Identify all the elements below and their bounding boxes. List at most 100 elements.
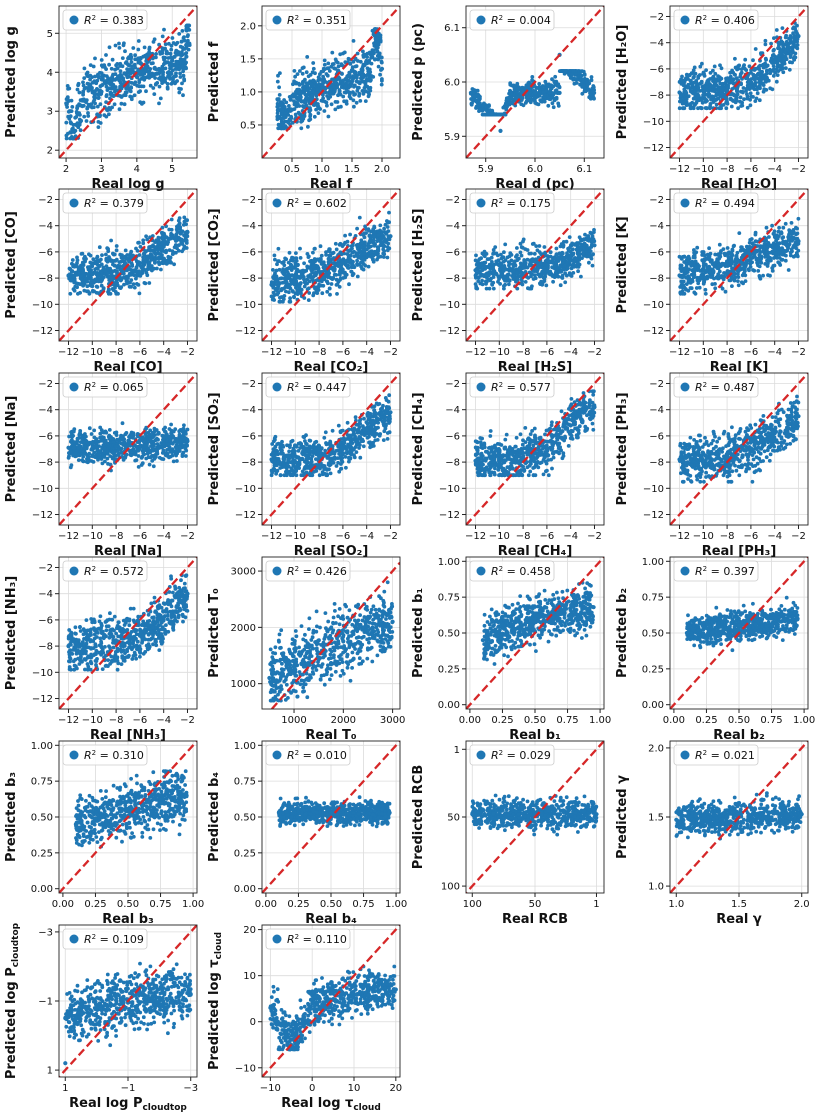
data-point (691, 106, 696, 111)
data-point (787, 67, 792, 72)
data-point (581, 78, 585, 83)
data-point (149, 244, 154, 249)
axes-frame (261, 5, 401, 159)
data-point (110, 57, 115, 62)
data-point (312, 247, 317, 251)
data-point (330, 50, 335, 55)
data-point (180, 29, 185, 33)
data-point (582, 89, 587, 94)
data-point (707, 86, 712, 91)
data-point (329, 64, 334, 69)
data-point (368, 233, 373, 238)
data-point (585, 83, 590, 88)
data-point (553, 88, 558, 93)
data-point (282, 105, 287, 110)
data-point (754, 96, 759, 101)
data-point (181, 223, 186, 227)
data-point (306, 298, 311, 302)
data-point (526, 276, 531, 280)
data-point (380, 77, 384, 81)
data-point (105, 246, 110, 251)
data-point (91, 64, 96, 69)
data-point (579, 242, 584, 247)
data-point (288, 107, 293, 112)
data-point (164, 250, 168, 255)
data-point (548, 250, 553, 255)
data-point (468, 90, 473, 95)
data-point (334, 247, 339, 252)
data-point (77, 102, 81, 106)
x-tick-label: −4 (767, 164, 782, 175)
data-point (175, 229, 180, 234)
data-point (342, 242, 346, 247)
identity-line (262, 189, 400, 341)
data-point (128, 71, 133, 76)
data-point (153, 259, 157, 264)
data-point (542, 99, 547, 104)
data-point (139, 84, 144, 89)
data-point (771, 67, 776, 72)
data-point (568, 273, 573, 277)
data-point (148, 83, 153, 88)
x-tick-label: −2 (383, 347, 398, 358)
data-point (544, 88, 548, 93)
data-point (495, 253, 500, 258)
data-point (315, 257, 320, 262)
data-point (135, 83, 140, 88)
data-point (98, 121, 103, 125)
data-point (104, 100, 108, 104)
data-point (532, 273, 537, 278)
identity-line (59, 6, 197, 158)
data-point (184, 51, 189, 55)
data-point (710, 88, 715, 93)
data-point (352, 70, 357, 75)
data-point (173, 236, 178, 241)
data-point (774, 28, 779, 32)
data-point (337, 242, 342, 247)
data-point (772, 36, 776, 40)
data-point (476, 275, 481, 280)
data-point (85, 106, 90, 111)
data-point (305, 55, 310, 59)
data-point (115, 66, 120, 71)
data-point (148, 67, 153, 71)
data-point (100, 253, 104, 257)
data-point (277, 122, 283, 128)
data-point (135, 75, 140, 79)
x-tick-label: 4 (134, 164, 140, 175)
data-point (100, 75, 105, 79)
data-point (379, 66, 385, 71)
data-point (380, 233, 384, 237)
data-point (328, 254, 333, 258)
data-point (129, 278, 134, 282)
data-point (530, 75, 535, 79)
data-point (734, 76, 739, 81)
data-point (506, 272, 511, 277)
data-point (308, 275, 313, 280)
data-point (181, 93, 185, 98)
data-point (310, 83, 315, 88)
data-point (504, 98, 509, 103)
data-point (282, 98, 286, 102)
data-point (488, 278, 493, 283)
x-tick-label: −4 (563, 347, 578, 358)
data-point (757, 67, 762, 71)
data-point (726, 77, 731, 82)
data-point (109, 66, 114, 71)
data-point (376, 248, 381, 253)
data-point (299, 291, 303, 296)
data-point (689, 89, 693, 94)
y-tick-label: −8 (241, 274, 256, 285)
data-point (385, 248, 390, 253)
data-point (723, 81, 727, 86)
data-point (733, 72, 737, 77)
data-point (738, 95, 743, 100)
data-point (284, 100, 289, 105)
data-point (163, 80, 168, 84)
data-point (97, 263, 101, 268)
data-point (680, 74, 684, 79)
data-point (162, 27, 166, 32)
data-point (144, 270, 149, 275)
data-point (187, 41, 192, 46)
data-point (160, 64, 165, 69)
